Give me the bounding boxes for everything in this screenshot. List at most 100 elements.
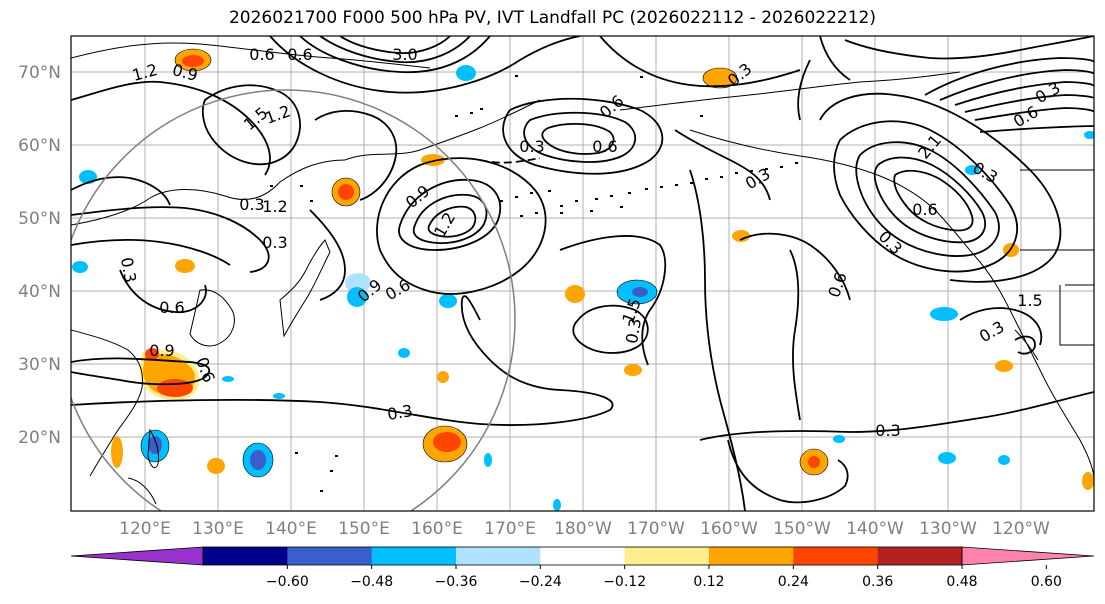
latitude-label: 40°N xyxy=(18,282,61,302)
pv-contour xyxy=(844,36,1094,60)
shade-patch xyxy=(1082,472,1094,490)
shade-patch xyxy=(207,458,225,474)
colorbar-tick-label: 0.36 xyxy=(862,574,893,590)
shade-patch xyxy=(553,499,561,511)
coastlines xyxy=(71,42,1094,505)
island-mark xyxy=(270,185,273,187)
contour-label: 0.3 xyxy=(622,317,645,345)
shade-patch xyxy=(1084,131,1094,139)
colorbar-tick-label: 0.60 xyxy=(1031,574,1062,590)
island-mark xyxy=(560,212,563,214)
pv-contour xyxy=(502,97,664,175)
shade-patch xyxy=(732,230,750,242)
island-mark xyxy=(645,188,648,190)
colorbar-swatch xyxy=(877,547,963,565)
colorbar: −0.60 −0.48 −0.36 −0.24 −0.12 0.12 0.24 0.36 0.4… xyxy=(70,546,1095,590)
shade-patch xyxy=(632,287,648,297)
longitude-label: 130°E xyxy=(192,519,244,539)
island-mark xyxy=(515,196,518,198)
contour-label: 0.3 xyxy=(117,256,140,284)
island-mark xyxy=(310,200,313,202)
island-mark xyxy=(320,490,323,492)
colorbar-tick-label: −0.12 xyxy=(603,574,646,590)
island-mark xyxy=(535,212,538,214)
longitude-label: 170°E xyxy=(484,519,536,539)
island-mark xyxy=(675,184,678,186)
contour-label: 0.3 xyxy=(262,233,287,252)
colorbar-tick-label: 0.12 xyxy=(693,574,724,590)
colorbar-tick-label: 0.24 xyxy=(778,574,809,590)
map-title: 2026021700 F000 500 hPa PV, IVT Landfall… xyxy=(228,8,876,28)
latitude-label: 30°N xyxy=(18,355,61,375)
latitude-label: 70°N xyxy=(18,63,61,83)
island-mark xyxy=(705,178,708,180)
coastline-borders xyxy=(1014,329,1039,361)
contour-label: 0.6 xyxy=(287,45,312,64)
pv-contour xyxy=(376,157,547,295)
pv-contour xyxy=(71,80,271,176)
pv-contour xyxy=(319,36,471,64)
latitude-labels: 70°N 60°N 50°N 40°N 30°N 20°N xyxy=(18,63,61,448)
island-mark xyxy=(628,192,631,194)
island-mark xyxy=(470,112,473,114)
island-mark xyxy=(735,172,738,174)
island-mark xyxy=(500,200,503,202)
longitude-label: 160°W xyxy=(700,519,758,539)
longitude-label: 140°E xyxy=(265,519,317,539)
contour-label: 0.3 xyxy=(519,137,544,156)
pv-contour xyxy=(339,36,451,54)
pv-contour xyxy=(819,36,851,81)
pv-contour xyxy=(269,36,581,94)
latitude-label: 50°N xyxy=(18,209,61,229)
island-mark xyxy=(520,215,523,217)
shade-patch xyxy=(995,360,1013,372)
shade-patch xyxy=(111,436,123,468)
island-mark xyxy=(530,192,533,194)
island-mark xyxy=(590,210,593,212)
pv-contour xyxy=(674,129,771,201)
shade-patch xyxy=(72,261,88,273)
pv-contour xyxy=(572,304,649,354)
island-mark xyxy=(330,470,333,472)
pv-contour xyxy=(71,238,231,266)
island-mark xyxy=(660,186,663,188)
colorbar-tick-label: −0.24 xyxy=(519,574,562,590)
shade-patch xyxy=(345,273,371,293)
pv-contour xyxy=(789,249,801,421)
island-mark xyxy=(795,162,798,164)
pv-contour xyxy=(299,36,491,74)
shade-patch xyxy=(175,259,195,273)
island-mark xyxy=(700,115,703,117)
colorbar-frame xyxy=(202,546,963,566)
coastline-japan xyxy=(279,239,331,338)
pv-contour xyxy=(201,84,301,166)
contour-label: 0.6 xyxy=(249,45,274,64)
pv-contour xyxy=(819,92,1062,283)
shade-patch xyxy=(833,435,845,443)
longitude-labels: 120°E 130°E 140°E 150°E 160°E 170°E 180°W 170°W… xyxy=(119,519,1050,539)
pv-contour xyxy=(893,169,974,232)
colorbar-swatch xyxy=(540,547,626,565)
pv-contour xyxy=(523,111,637,163)
pv-contour xyxy=(559,235,667,366)
pv-contour xyxy=(699,391,1094,441)
coastline-alaska-south xyxy=(689,129,936,211)
pv-contour xyxy=(873,156,987,244)
contour-label: 0.6 xyxy=(592,137,617,156)
pv-contours xyxy=(71,36,1094,511)
latitude-label: 20°N xyxy=(18,428,61,448)
shade-patch xyxy=(145,348,159,360)
shade-patch xyxy=(565,285,585,303)
pv-contour xyxy=(833,120,1018,273)
pv-contour xyxy=(739,232,851,301)
colorbar-tick-label: 0.48 xyxy=(946,574,977,590)
colorbar-swatch xyxy=(709,547,794,565)
pv-contour xyxy=(959,307,1043,346)
contour-label: 0.3 xyxy=(875,421,900,440)
coastline-china xyxy=(71,329,143,477)
shade-patch xyxy=(437,371,449,383)
aleutian-islands xyxy=(270,75,798,492)
island-mark xyxy=(335,455,338,457)
shade-patch xyxy=(624,364,642,376)
